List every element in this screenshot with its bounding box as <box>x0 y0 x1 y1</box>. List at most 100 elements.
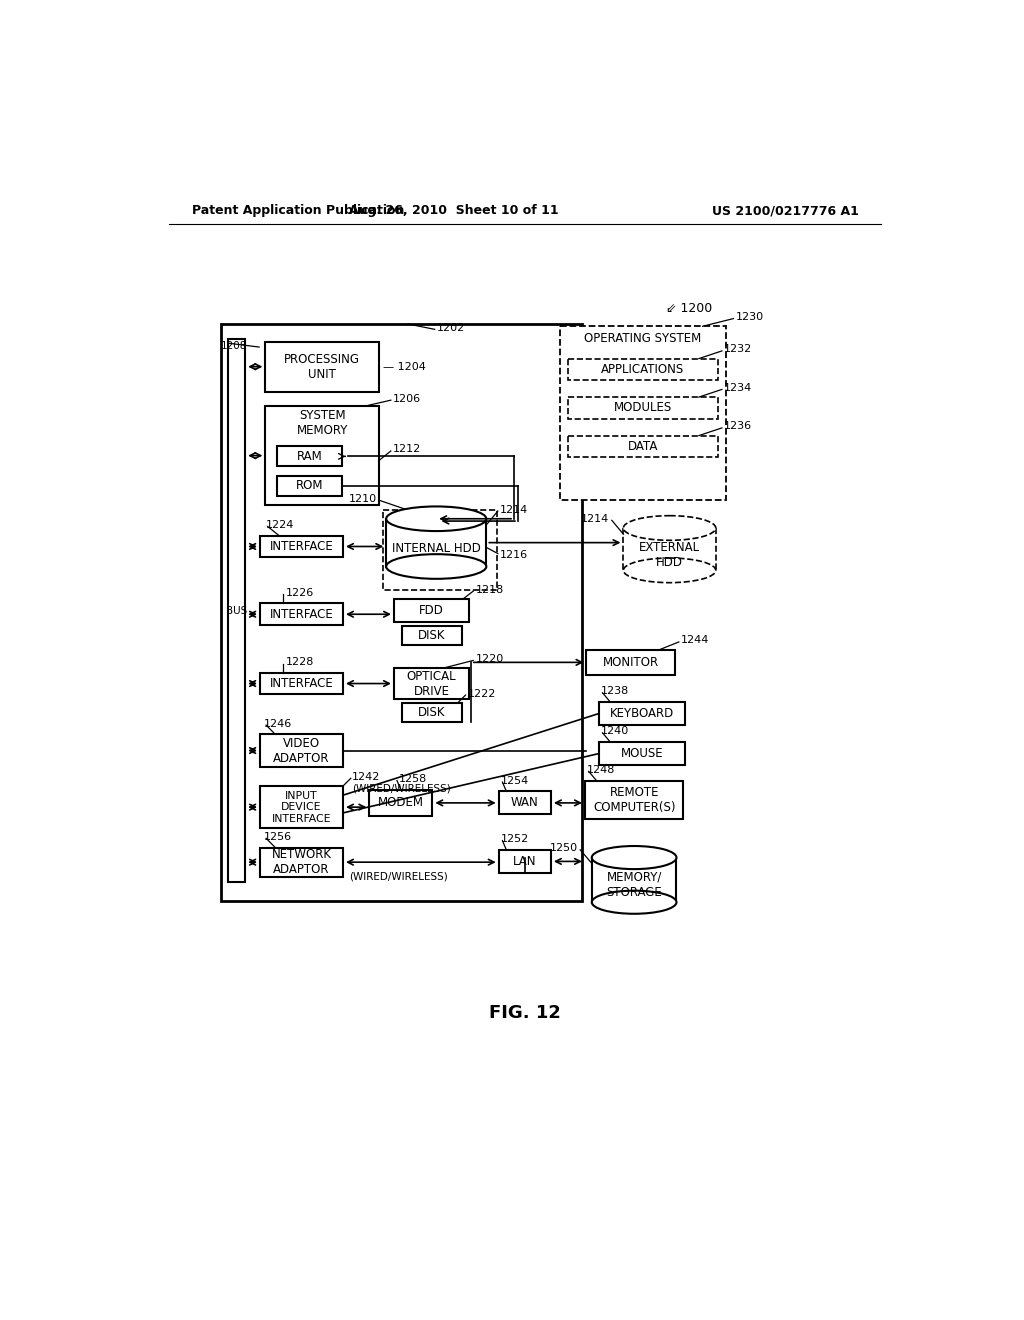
Bar <box>560 326 726 499</box>
Text: 1254: 1254 <box>501 776 529 785</box>
Text: ⇙ 1200: ⇙ 1200 <box>666 302 712 315</box>
Bar <box>592 858 677 903</box>
Bar <box>401 702 462 722</box>
Text: 1232: 1232 <box>724 345 753 354</box>
Text: ROM: ROM <box>296 479 324 492</box>
Text: INPUT
DEVICE
INTERFACE: INPUT DEVICE INTERFACE <box>271 791 331 824</box>
Text: 1238: 1238 <box>601 686 630 696</box>
Text: INTERFACE: INTERFACE <box>269 607 334 620</box>
Text: 1224: 1224 <box>266 520 295 529</box>
Text: INTERNAL HDD: INTERNAL HDD <box>392 543 480 556</box>
Text: VIDEO
ADAPTOR: VIDEO ADAPTOR <box>273 737 330 764</box>
Ellipse shape <box>592 891 677 913</box>
Bar <box>260 673 343 694</box>
Text: 1252: 1252 <box>501 834 529 843</box>
Text: 1210: 1210 <box>349 494 377 504</box>
Text: 1256: 1256 <box>264 832 292 842</box>
Text: 1236: 1236 <box>724 421 753 432</box>
Text: 1214: 1214 <box>500 504 528 515</box>
Text: 1220: 1220 <box>475 653 504 664</box>
Bar <box>260 603 343 626</box>
Text: 1216: 1216 <box>500 550 528 560</box>
Bar <box>499 850 551 873</box>
Bar <box>260 536 343 557</box>
Ellipse shape <box>386 507 486 531</box>
Bar <box>386 519 486 566</box>
Text: US 2100/0217776 A1: US 2100/0217776 A1 <box>712 205 858 218</box>
Text: RAM: RAM <box>297 450 323 463</box>
Bar <box>401 626 462 645</box>
Text: LAN: LAN <box>513 855 537 869</box>
Ellipse shape <box>624 558 716 582</box>
Bar <box>260 734 343 767</box>
Text: 1240: 1240 <box>601 726 630 737</box>
Text: DISK: DISK <box>418 628 445 642</box>
Text: INTERFACE: INTERFACE <box>269 677 334 690</box>
Bar <box>221 323 582 902</box>
Text: EXTERNAL
HDD: EXTERNAL HDD <box>639 541 700 569</box>
Text: 1258: 1258 <box>398 774 427 784</box>
Bar <box>260 847 343 876</box>
Text: 1226: 1226 <box>286 587 313 598</box>
Text: WAN: WAN <box>511 796 539 809</box>
Text: 1208: 1208 <box>221 341 248 351</box>
Text: 1206: 1206 <box>393 393 421 404</box>
Ellipse shape <box>386 554 486 578</box>
Bar <box>228 339 246 882</box>
Text: NETWORK
ADAPTOR: NETWORK ADAPTOR <box>271 849 332 876</box>
Bar <box>265 342 379 392</box>
Text: FIG. 12: FIG. 12 <box>488 1005 561 1022</box>
Bar <box>265 407 379 504</box>
Text: (WIRED/WIRELESS): (WIRED/WIRELESS) <box>349 871 447 880</box>
Text: 1244: 1244 <box>681 635 710 645</box>
Ellipse shape <box>592 846 677 869</box>
Text: (WIRED/WIRELESS): (WIRED/WIRELESS) <box>352 783 451 793</box>
Bar <box>624 528 716 570</box>
Bar <box>599 702 685 725</box>
Text: FDD: FDD <box>419 603 444 616</box>
Text: PROCESSING
UNIT: PROCESSING UNIT <box>285 352 360 380</box>
Text: 1234: 1234 <box>724 383 753 393</box>
Bar <box>383 510 497 590</box>
Text: 1248: 1248 <box>587 764 615 775</box>
Bar <box>585 780 683 818</box>
Text: MONITOR: MONITOR <box>602 656 658 669</box>
Text: REMOTE
COMPUTER(S): REMOTE COMPUTER(S) <box>593 785 676 814</box>
Text: 1246: 1246 <box>264 718 292 729</box>
Text: — 1204: — 1204 <box>383 362 426 372</box>
Text: Aug. 26, 2010  Sheet 10 of 11: Aug. 26, 2010 Sheet 10 of 11 <box>349 205 559 218</box>
Text: MODEM: MODEM <box>378 796 424 809</box>
Text: MEMORY/
STORAGE: MEMORY/ STORAGE <box>606 870 662 899</box>
Text: OPTICAL
DRIVE: OPTICAL DRIVE <box>407 669 457 697</box>
Text: OPERATING SYSTEM: OPERATING SYSTEM <box>585 333 701 345</box>
Bar <box>276 446 342 466</box>
Text: BUS: BUS <box>226 606 248 615</box>
Text: DISK: DISK <box>418 706 445 719</box>
Bar <box>499 792 551 814</box>
Text: 1214: 1214 <box>582 513 609 524</box>
Text: 1242: 1242 <box>352 772 381 781</box>
Text: INTERFACE: INTERFACE <box>269 540 334 553</box>
Text: DATA: DATA <box>628 440 658 453</box>
Bar <box>568 436 718 457</box>
Bar <box>568 397 718 418</box>
Text: APPLICATIONS: APPLICATIONS <box>601 363 685 376</box>
Text: 1202: 1202 <box>437 323 465 333</box>
Bar <box>260 785 343 829</box>
Bar <box>599 742 685 766</box>
Bar <box>568 359 718 380</box>
Text: SYSTEM
MEMORY: SYSTEM MEMORY <box>297 409 348 437</box>
Text: MOUSE: MOUSE <box>621 747 664 760</box>
Text: KEYBOARD: KEYBOARD <box>609 708 674 721</box>
Text: 1228: 1228 <box>286 657 313 667</box>
Text: 1230: 1230 <box>736 312 764 322</box>
Bar <box>394 599 469 622</box>
Text: Patent Application Publication: Patent Application Publication <box>193 205 404 218</box>
Bar <box>587 649 675 675</box>
Text: 1250: 1250 <box>550 843 578 853</box>
Bar <box>394 668 469 700</box>
Text: MODULES: MODULES <box>613 401 672 414</box>
Text: 1218: 1218 <box>475 585 504 594</box>
Text: 1212: 1212 <box>393 444 422 454</box>
Bar <box>276 475 342 496</box>
